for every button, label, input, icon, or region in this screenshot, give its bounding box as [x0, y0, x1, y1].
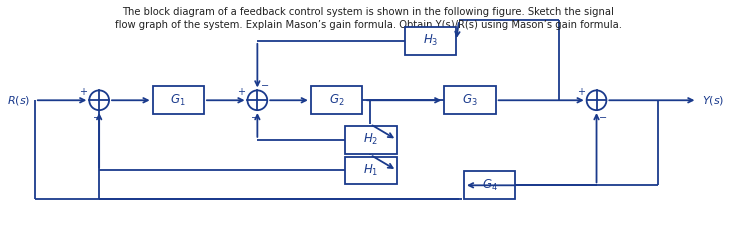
- Text: $H_2$: $H_2$: [363, 132, 379, 147]
- Circle shape: [90, 90, 109, 110]
- Text: +: +: [79, 87, 87, 97]
- Text: $G_2$: $G_2$: [329, 93, 344, 108]
- FancyBboxPatch shape: [346, 126, 397, 154]
- Text: $H_3$: $H_3$: [423, 33, 438, 49]
- FancyBboxPatch shape: [310, 86, 362, 114]
- Text: +: +: [577, 87, 585, 97]
- FancyBboxPatch shape: [464, 171, 515, 199]
- Text: +: +: [238, 87, 245, 97]
- Text: $G_3$: $G_3$: [462, 93, 478, 108]
- Text: $-$: $-$: [261, 79, 269, 89]
- Text: $-$: $-$: [92, 111, 101, 121]
- Text: $G_1$: $G_1$: [170, 93, 186, 108]
- Text: flow graph of the system. Explain Mason’s gain formula. Obtain Y(s)/R(s) using M: flow graph of the system. Explain Mason’…: [115, 20, 622, 30]
- Text: $Y(s)$: $Y(s)$: [702, 94, 724, 107]
- Text: $H_1$: $H_1$: [363, 163, 379, 178]
- Text: $-$: $-$: [598, 111, 608, 121]
- FancyBboxPatch shape: [346, 157, 397, 184]
- FancyBboxPatch shape: [404, 27, 456, 55]
- Text: The block diagram of a feedback control system is shown in the following figure.: The block diagram of a feedback control …: [122, 7, 614, 17]
- FancyBboxPatch shape: [153, 86, 204, 114]
- Text: $G_4$: $G_4$: [482, 178, 498, 193]
- Circle shape: [247, 90, 267, 110]
- FancyBboxPatch shape: [444, 86, 495, 114]
- Text: $R(s)$: $R(s)$: [7, 94, 30, 107]
- Circle shape: [586, 90, 606, 110]
- Text: $-$: $-$: [250, 111, 259, 121]
